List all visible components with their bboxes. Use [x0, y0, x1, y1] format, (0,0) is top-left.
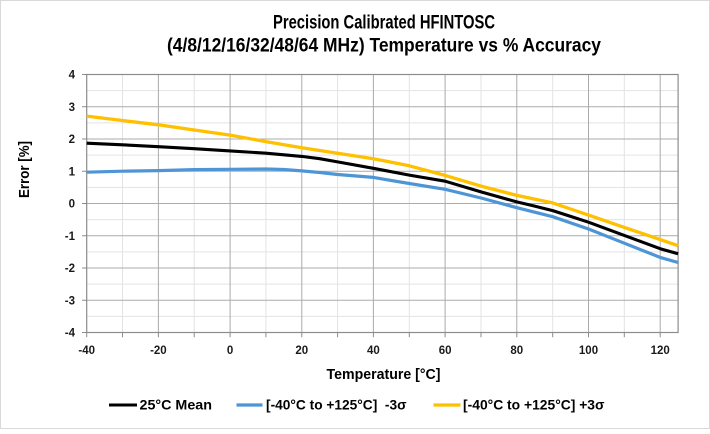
svg-text:(4/8/12/16/32/48/64 MHz) Tempe: (4/8/12/16/32/48/64 MHz) Temperature vs …	[167, 35, 601, 57]
svg-text:3: 3	[69, 102, 75, 114]
svg-text:-3: -3	[65, 295, 75, 307]
svg-text:120: 120	[651, 345, 670, 357]
svg-text:-1: -1	[65, 231, 76, 243]
svg-text:Error [%]: Error [%]	[17, 141, 33, 198]
svg-text:Precision Calibrated HFINTOSC: Precision Calibrated HFINTOSC	[273, 12, 495, 34]
svg-text:2: 2	[69, 134, 75, 146]
svg-text:-40: -40	[78, 345, 95, 357]
svg-text:0: 0	[69, 199, 75, 211]
svg-text:4: 4	[69, 70, 76, 82]
svg-text:20: 20	[295, 345, 308, 357]
svg-text:80: 80	[510, 345, 523, 357]
svg-text:25°C Mean: 25°C Mean	[140, 397, 213, 413]
svg-text:100: 100	[579, 345, 598, 357]
svg-text:40: 40	[367, 345, 380, 357]
svg-text:60: 60	[439, 345, 452, 357]
svg-text:-2: -2	[65, 263, 75, 275]
svg-text:-4: -4	[65, 328, 76, 340]
svg-text:Temperature [°C]: Temperature [°C]	[327, 367, 441, 383]
svg-text:[-40°C to +125°C] +3σ: [-40°C to +125°C] +3σ	[463, 397, 605, 413]
svg-text:1: 1	[69, 166, 76, 178]
svg-text:0: 0	[227, 345, 233, 357]
svg-text:-20: -20	[150, 345, 167, 357]
svg-text:[-40°C to +125°C] -3σ: [-40°C to +125°C] -3σ	[266, 397, 407, 413]
